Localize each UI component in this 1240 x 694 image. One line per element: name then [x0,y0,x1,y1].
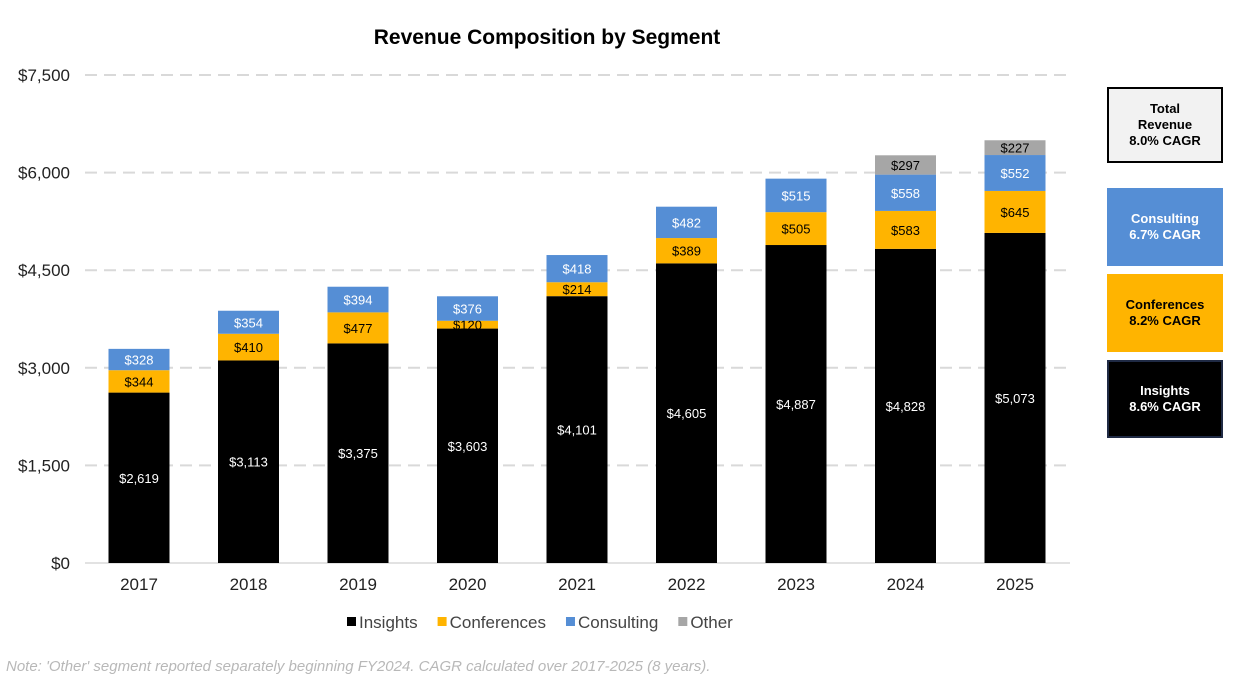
data-label: $583 [891,223,920,238]
bar-insights [437,328,498,563]
bar-consulting [218,310,279,334]
data-label: $3,375 [338,446,378,461]
data-label: $297 [891,158,920,173]
bar-insights [984,232,1046,563]
bar-insights [546,296,608,563]
data-label: $4,605 [667,406,707,421]
data-label: $328 [125,353,154,368]
legend-label-consulting: Consulting [578,613,658,632]
data-label: $376 [453,302,482,317]
bar-consulting [875,174,936,211]
cagr-box-label: Insights [1140,383,1190,398]
data-label: $515 [782,188,811,203]
bar-insights [656,263,717,563]
data-label: $394 [344,293,373,308]
bar-consulting [108,348,170,371]
cagr-box-total: Total Revenue 8.0% CAGR [1107,87,1223,163]
bar-conferences [108,370,170,393]
data-label: $645 [1001,205,1030,220]
legend-swatch-conferences [437,617,447,626]
cagr-box-label: Conferences [1125,297,1205,312]
bar-other [984,140,1046,156]
data-label: $558 [891,186,920,201]
data-label: $4,101 [557,423,597,438]
data-label: $120 [453,318,482,333]
y-tick-label: $1,500 [18,456,70,475]
bar-insights [765,245,827,563]
bar-consulting [327,286,389,313]
footnote: Note: 'Other' segment reported separatel… [6,658,711,675]
x-tick-label: 2024 [887,575,925,594]
data-label: $354 [234,315,263,330]
bar-conferences [218,333,279,361]
data-label: $3,603 [448,439,488,454]
legend-label-conferences: Conferences [450,613,546,632]
bar-insights [875,248,936,563]
data-label: $552 [1001,166,1030,181]
bar-conferences [765,212,827,246]
bar-conferences [875,210,936,249]
bar-insights [327,343,389,563]
y-tick-label: $4,500 [18,261,70,280]
bar-conferences [327,312,389,344]
bar-insights [108,392,170,563]
data-label: $410 [234,340,263,355]
legend-swatch-other [678,617,688,626]
cagr-box-value: 8.0% CAGR [1129,133,1201,148]
x-tick-label: 2019 [339,575,377,594]
y-tick-label: $6,000 [18,164,70,183]
data-label: $4,828 [886,399,926,414]
bar-consulting [656,206,717,239]
bar-conferences [656,238,717,264]
data-label: $418 [563,262,592,277]
data-label: $3,113 [229,455,268,470]
bar-conferences [546,282,608,297]
y-tick-label: $0 [51,554,70,573]
x-tick-label: 2020 [449,575,487,594]
legend-swatch-insights [347,617,356,626]
y-tick-label: $3,000 [18,359,70,378]
bar-conferences [984,190,1046,233]
data-label: $5,073 [995,391,1035,406]
data-label: $227 [1001,141,1030,156]
data-label: $482 [672,215,701,230]
legend-label-insights: Insights [359,613,418,632]
data-label: $389 [672,244,701,259]
legend-label-other: Other [690,613,733,632]
x-tick-label: 2021 [558,575,596,594]
chart-title: Revenue Composition by Segment [374,26,721,49]
data-label: $4,887 [776,397,816,412]
data-label: $214 [563,282,592,297]
bar-consulting [437,296,498,321]
cagr-box-conferences: Conferences 8.2% CAGR [1107,274,1223,352]
cagr-box-consulting: Consulting 6.7% CAGR [1107,188,1223,266]
data-label: $2,619 [119,471,159,486]
bar-conferences [437,320,498,329]
y-tick-label: $7,500 [18,66,70,85]
bar-insights [218,360,279,563]
x-tick-label: 2023 [777,575,815,594]
cagr-box-label: Total Revenue [1137,101,1193,132]
cagr-box-value: 8.2% CAGR [1129,313,1201,328]
bar-consulting [546,255,608,283]
cagr-box-value: 6.7% CAGR [1129,227,1201,242]
x-tick-label: 2018 [230,575,268,594]
legend-swatch-consulting [565,617,575,626]
x-tick-label: 2025 [996,575,1034,594]
cagr-box-label: Consulting [1131,211,1199,226]
cagr-box-value: 8.6% CAGR [1129,399,1201,414]
data-label: $344 [125,374,154,389]
bar-other [875,155,936,175]
bar-consulting [765,178,827,213]
bar-consulting [984,155,1046,191]
x-tick-label: 2017 [120,575,158,594]
cagr-box-insights: Insights 8.6% CAGR [1107,360,1223,438]
data-label: $505 [782,222,811,237]
data-label: $477 [344,321,373,336]
x-tick-label: 2022 [668,575,706,594]
